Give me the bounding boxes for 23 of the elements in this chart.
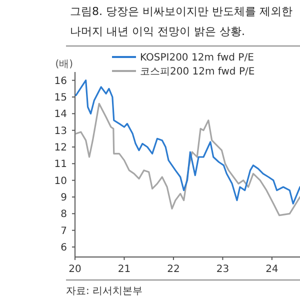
y-tick-label: 12 bbox=[54, 142, 67, 154]
line-series bbox=[75, 102, 300, 216]
x-tick-label: 24 bbox=[266, 264, 278, 275]
y-tick-label: 7 bbox=[60, 226, 67, 237]
y-tick-label: 9 bbox=[60, 192, 67, 204]
x-tick-label: 22 bbox=[167, 264, 180, 275]
line-series bbox=[75, 80, 300, 204]
y-tick-label: 13 bbox=[54, 126, 67, 137]
y-tick-label: 8 bbox=[60, 209, 67, 220]
y-axis-title: (배) bbox=[55, 59, 74, 70]
legend-label: KOSPI200 12m fwd P/E bbox=[140, 52, 254, 64]
x-tick-label: 20 bbox=[68, 264, 82, 275]
text: 자료: 리서치본부 bbox=[66, 286, 143, 297]
y-tick-label: 6 bbox=[60, 242, 67, 254]
y-tick-label: 10 bbox=[54, 176, 67, 187]
legend-label: 코스피200 12m fwd P/E bbox=[140, 66, 255, 78]
y-tick-label: 14 bbox=[54, 109, 67, 120]
y-tick-label: 15 bbox=[54, 92, 67, 104]
chart-title: 그림8. 당장은 비싸보이지만 반도체를 제외한 나머지 내년 이익 전망이 밝은 상황. bbox=[70, 5, 292, 38]
y-tick-label: 11 bbox=[54, 159, 67, 170]
x-tick-label: 21 bbox=[118, 264, 131, 275]
x-tick-label: 23 bbox=[216, 264, 230, 275]
y-tick-label: 16 bbox=[54, 76, 67, 87]
